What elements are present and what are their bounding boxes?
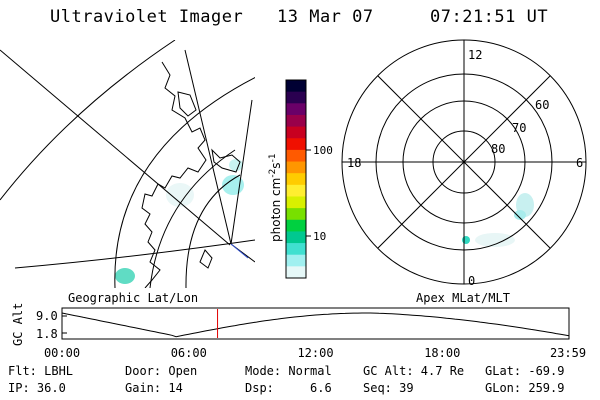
ytick-1-8: 1.8	[36, 327, 58, 341]
colorbar-segment	[286, 196, 306, 209]
colorbar-frame	[285, 79, 307, 279]
colorbar-segment	[286, 91, 306, 104]
colorbar	[286, 80, 306, 279]
mlt-label-6: 6	[576, 156, 583, 170]
mlat-label-80: 80	[491, 142, 505, 156]
colorbar-segment	[286, 114, 306, 128]
xtick-1800: 18:00	[424, 346, 460, 360]
mlat-label-60: 60	[535, 98, 549, 112]
colorbar-segment	[286, 184, 306, 197]
glat-info: GLat: -69.9	[485, 364, 565, 378]
xtick-1200: 12:00	[297, 346, 333, 360]
colorbar-tick-10: 10	[313, 230, 326, 243]
coastline	[211, 148, 241, 173]
colorbar-segment	[286, 173, 306, 186]
glon-info: GLon: 259.9	[485, 381, 565, 395]
instrument-title: Ultraviolet Imager	[50, 7, 244, 27]
altitude-timeline: 9.0 1.8 GC Alt 00:00 06:00 12:00 18:00 2…	[11, 303, 586, 360]
coastline	[141, 61, 207, 288]
ip-info: IP: 36.0	[8, 381, 66, 395]
altitude-curve	[61, 312, 570, 338]
ytick-9: 9.0	[36, 309, 58, 323]
time-label: 07:21:51 UT	[430, 7, 549, 27]
colorbar-unit-label: photon cm-2s-1	[268, 153, 283, 242]
mlt-label-12: 12	[468, 48, 482, 62]
colorbar-segment	[286, 219, 306, 232]
colorbar-segment	[286, 231, 306, 244]
aurora-patch	[462, 236, 470, 244]
dsp-info: Dsp: 6.6	[245, 381, 332, 395]
aurora-patch	[229, 159, 243, 171]
aurora-patch	[115, 268, 135, 284]
coastline	[199, 249, 213, 269]
mlat-label-70: 70	[512, 121, 526, 135]
colorbar-segment	[286, 243, 306, 256]
graticule-line	[0, 40, 176, 201]
graticule-line	[184, 49, 232, 245]
mlt-label-18: 18	[347, 156, 361, 170]
aurora-patch	[514, 210, 526, 220]
polar-plot: 12 0 18 6 60 70 80	[341, 39, 587, 288]
graticule-line	[14, 239, 255, 269]
colorbar-segment	[286, 266, 306, 279]
gc-alt-info: GC Alt: 4.7 Re	[363, 364, 465, 378]
mlt-label-0: 0	[468, 274, 475, 288]
timeline-ylabel: GC Alt	[11, 303, 25, 346]
door-info: Door: Open	[125, 364, 198, 378]
gain-info: Gain: 14	[125, 381, 183, 395]
right-panel-caption: Apex MLat/MLT	[416, 291, 510, 305]
aurora-patch	[166, 183, 194, 207]
xtick-2359: 23:59	[550, 346, 586, 360]
date-label: 13 Mar 07	[277, 7, 374, 27]
polar-meridian	[377, 75, 551, 249]
colorbar-segment	[286, 126, 306, 139]
mode-info: Mode: Normal	[245, 364, 332, 378]
xtick-0000: 00:00	[44, 346, 80, 360]
colorbar-segment	[286, 80, 306, 93]
blue-marker	[230, 243, 249, 259]
filter-info: Flt: LBHL	[8, 364, 74, 378]
colorbar-segment	[286, 103, 306, 116]
xtick-0600: 06:00	[171, 346, 207, 360]
aurora-patch	[475, 233, 515, 247]
colorbar-segment	[286, 208, 306, 221]
colorbar-segment	[286, 149, 306, 163]
graticule-line	[230, 99, 253, 245]
geographic-map	[0, 40, 255, 288]
left-panel-caption: Geographic Lat/Lon	[68, 291, 199, 305]
coastline	[177, 91, 197, 117]
colorbar-segment	[286, 161, 306, 174]
graticule-line	[149, 149, 236, 288]
colorbar-segment	[286, 138, 306, 151]
colorbar-tick-100: 100	[313, 144, 333, 157]
graticule-line	[0, 49, 231, 246]
graticule-line	[114, 77, 255, 288]
timeline-frame	[61, 307, 570, 340]
colorbar-segment	[286, 254, 306, 267]
seq-info: Seq: 39	[363, 381, 414, 395]
